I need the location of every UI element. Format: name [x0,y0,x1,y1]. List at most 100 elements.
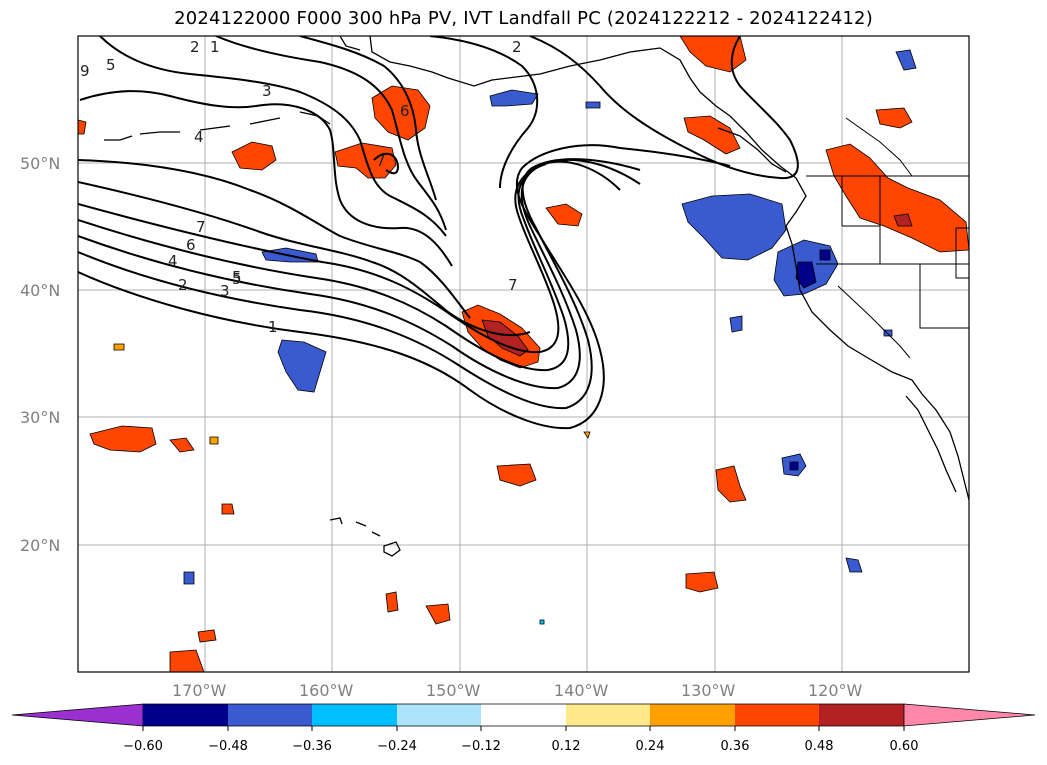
pv-contours [78,36,799,430]
colorbar-tick-label: 0.12 [552,739,581,754]
anomaly-region [685,571,719,593]
pv-contour [78,158,641,390]
contour-label: 2 [190,38,200,56]
anomaly-region [681,193,787,261]
anomaly-region [545,203,583,227]
anomaly-region [795,261,817,289]
colorbar-tick-label: 0.36 [721,739,750,754]
contour-label: 6 [400,102,410,120]
colorbar-tick-label: −0.24 [377,739,417,754]
lon-label: 150°W [426,681,481,700]
anomaly-region [825,143,969,253]
negative-anomaly-regions [183,49,917,625]
pv-contour [99,36,447,237]
colorbar-tick-label: −0.12 [461,739,501,754]
contour-label: 1 [210,38,220,56]
anomaly-region [78,119,87,135]
colorbar-segment [650,704,735,726]
contour-label: 3 [262,82,272,100]
colorbar-tick-label: −0.48 [208,739,248,754]
colorbar-extend-high [903,703,1036,727]
contour-label: 7 [376,152,386,170]
pv-contour [78,159,471,319]
pv-contour [78,158,641,410]
anomaly-region [683,115,741,155]
contour-label: 3 [220,282,230,300]
latitude-labels: 50°N 40°N 30°N 20°N [20,154,60,555]
contour-label: 6 [186,236,196,254]
pv-contour [79,90,453,267]
lat-label: 20°N [20,536,60,555]
anomaly-region [893,213,913,227]
colorbar-tick-label: −0.36 [292,739,332,754]
map-title: 2024122000 F000 300 hPa PV, IVT Landfall… [174,8,873,29]
pv-contour [78,181,531,336]
contour-label: 4 [194,128,204,146]
anomaly-region [197,629,217,643]
anomaly-region [169,649,205,672]
pv-contour [429,36,539,189]
pv-contour [78,144,731,430]
colorbar-segment [397,704,481,726]
colorbar-segment [312,704,397,726]
colorbar-segment [228,704,312,726]
longitude-labels: 170°W 160°W 150°W 140°W 130°W 120°W [172,681,863,700]
anomaly-region [231,141,277,171]
colorbar-tick-label: 0.60 [890,739,919,754]
colorbar-tick-label: 0.24 [636,739,665,754]
contour-label: 9 [80,62,90,80]
anomaly-region [875,107,913,129]
pv-contour [215,36,447,231]
north-american-coastline [369,36,969,501]
contour-label: 7 [508,276,518,294]
contour-labels: 2 1 3 4 5 6 7 7 6 5 4 2 3 1 9 5 2 7 [80,38,522,336]
contour-label: 5 [232,268,242,286]
map-frame [77,35,970,673]
pv-contour [299,36,437,201]
lon-label: 160°W [299,681,354,700]
colorbar-segment [481,704,566,726]
lat-label: 30°N [20,408,60,427]
lon-label: 170°W [172,681,227,700]
anomaly-region [277,339,327,393]
lat-label: 40°N [20,281,60,300]
anomaly-region [221,503,235,515]
anomaly-region [729,315,743,333]
vancouver-island-coast [717,127,787,173]
anomaly-region [113,343,125,351]
contour-label: 5 [106,56,116,74]
colorbar: −0.60 −0.48 −0.36 −0.24 −0.12 0.12 0.24 … [11,703,1036,754]
colorbar-segment [143,704,228,726]
alaska-islands [104,36,361,141]
anomaly-region [209,436,219,445]
anomaly-region [895,49,917,71]
colorbar-segment [819,704,904,726]
positive-anomaly-regions [78,36,969,672]
anomaly-region [496,463,537,487]
anomaly-region [89,425,157,453]
anomaly-region [539,619,545,625]
pv-contour [373,152,400,175]
contour-label: 4 [168,252,178,270]
contour-label: 7 [196,218,206,236]
lon-label: 130°W [681,681,736,700]
anomaly-region [425,603,451,625]
colorbar-segment [735,704,819,726]
colorbar-extend-low [11,703,144,727]
hawaii-islands [329,517,401,557]
baja-california-coastline [905,395,957,493]
lon-label: 140°W [554,681,609,700]
lon-label: 120°W [808,681,863,700]
colorbar-tick-label: 0.48 [805,739,834,754]
colorbar-tick-label: −0.60 [123,739,163,754]
anomaly-region [585,101,601,109]
anomaly-region [819,249,831,261]
pv-contour [78,163,560,354]
political-borders [806,117,969,359]
lat-label: 50°N [20,154,60,173]
pv-contour [529,36,799,180]
anomaly-region [183,571,195,585]
anomaly-region [385,591,399,613]
anomaly-region [789,461,799,471]
